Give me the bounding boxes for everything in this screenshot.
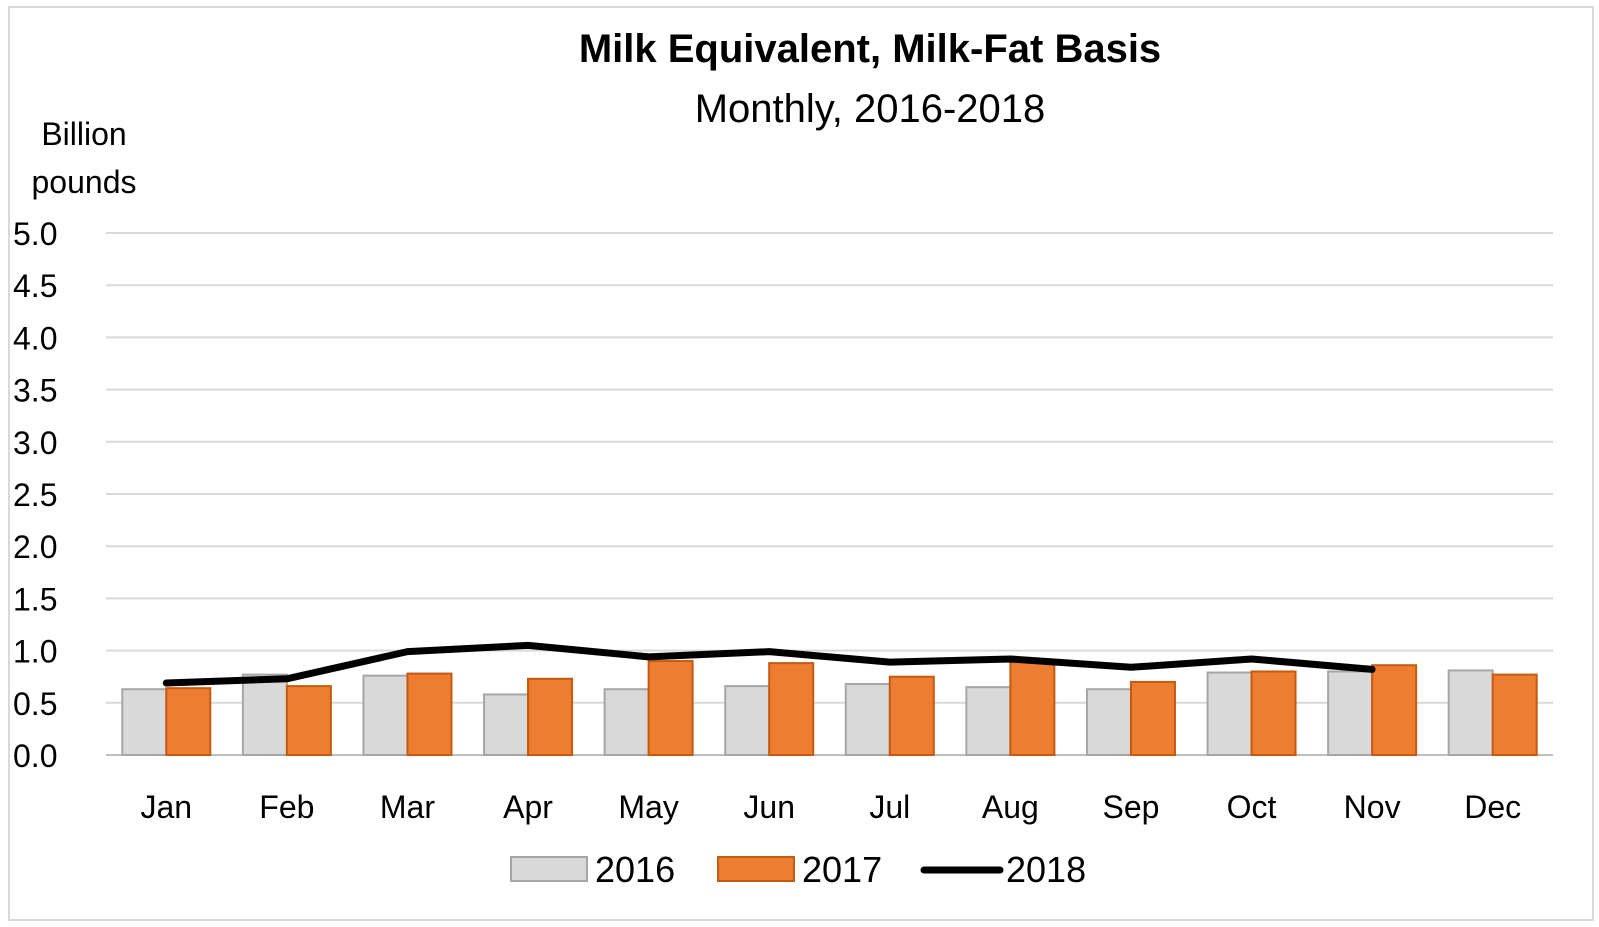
y-tick-label: 2.0 (13, 529, 57, 565)
line-series (162, 641, 1376, 687)
bar-2016-may (603, 688, 650, 757)
y-axis-label-line-2: pounds (32, 164, 137, 200)
bar-2016-sep (1085, 688, 1132, 757)
line-2018 (162, 641, 1376, 687)
legend-label-2016: 2016 (595, 849, 675, 890)
x-tick-label: Jan (140, 789, 192, 825)
bar-2017-jul (888, 675, 935, 757)
y-tick-label: 1.5 (13, 581, 57, 617)
bar-2016-jul (844, 683, 891, 756)
x-tick-label: Apr (503, 789, 553, 825)
x-tick-label: Nov (1344, 789, 1401, 825)
legend-swatch-2017 (717, 856, 795, 882)
y-axis-ticks: 0.0 0.5 1.0 1.5 2.0 2.5 3.0 3.5 4.0 4.5 5.0 (13, 216, 57, 774)
chart-subtitle: Monthly, 2016-2018 (695, 87, 1046, 131)
chart-frame (8, 6, 1594, 921)
bar-2017-dec (1491, 673, 1538, 756)
y-tick-label: 1.0 (13, 634, 57, 670)
bar-2017-mar (406, 672, 453, 756)
bar-2016-oct (1206, 671, 1253, 756)
y-tick-label: 4.0 (13, 320, 57, 356)
bar-2016-aug (965, 686, 1012, 757)
legend-label-2017: 2017 (802, 849, 882, 890)
bar-2017-apr (527, 677, 574, 757)
y-tick-label: 0.0 (13, 738, 57, 774)
x-tick-label: Sep (1102, 789, 1159, 825)
bar-2017-oct (1250, 670, 1297, 756)
bar-2017-aug (1009, 661, 1056, 756)
chart-title: Milk Equivalent, Milk-Fat Basis (579, 27, 1161, 71)
x-tick-label: Jun (743, 789, 795, 825)
x-tick-label: Dec (1464, 789, 1521, 825)
legend-label-2018: 2018 (1006, 849, 1086, 890)
bar-2016-dec (1447, 669, 1494, 756)
bar-2016-jun (724, 685, 771, 757)
legend: 2016 2017 2018 (510, 849, 1086, 890)
gridlines (106, 232, 1553, 756)
y-tick-label: 0.5 (13, 686, 57, 722)
legend-swatch-2016 (510, 856, 588, 882)
y-tick-label: 3.0 (13, 425, 57, 461)
x-tick-label: Mar (380, 789, 435, 825)
bar-2016-nov (1327, 670, 1374, 756)
x-axis-ticks: Jan Feb Mar Apr May Jun Jul Aug Sep Oct Nov Dec (140, 789, 1521, 825)
y-tick-label: 3.5 (13, 373, 57, 409)
bar-2016-apr (483, 693, 530, 756)
bar-2016-mar (362, 674, 409, 757)
y-tick-label: 5.0 (13, 216, 57, 252)
x-tick-label: Aug (982, 789, 1039, 825)
bar-2016-jan (121, 688, 168, 757)
bar-2017-nov (1371, 664, 1418, 756)
x-tick-label: Feb (259, 789, 314, 825)
bar-2017-sep (1129, 680, 1176, 756)
x-tick-label: Jul (869, 789, 910, 825)
y-axis-label-line-1: Billion (41, 116, 126, 152)
bars (121, 660, 1538, 757)
bar-2017-jun (768, 662, 815, 756)
x-tick-label: Oct (1227, 789, 1277, 825)
bar-2017-may (647, 660, 694, 756)
bar-2017-feb (285, 685, 332, 757)
y-tick-label: 4.5 (13, 268, 57, 304)
bar-2016-feb (241, 673, 288, 756)
bar-2017-jan (165, 687, 212, 757)
x-tick-label: May (618, 789, 678, 825)
y-tick-label: 2.5 (13, 477, 57, 513)
